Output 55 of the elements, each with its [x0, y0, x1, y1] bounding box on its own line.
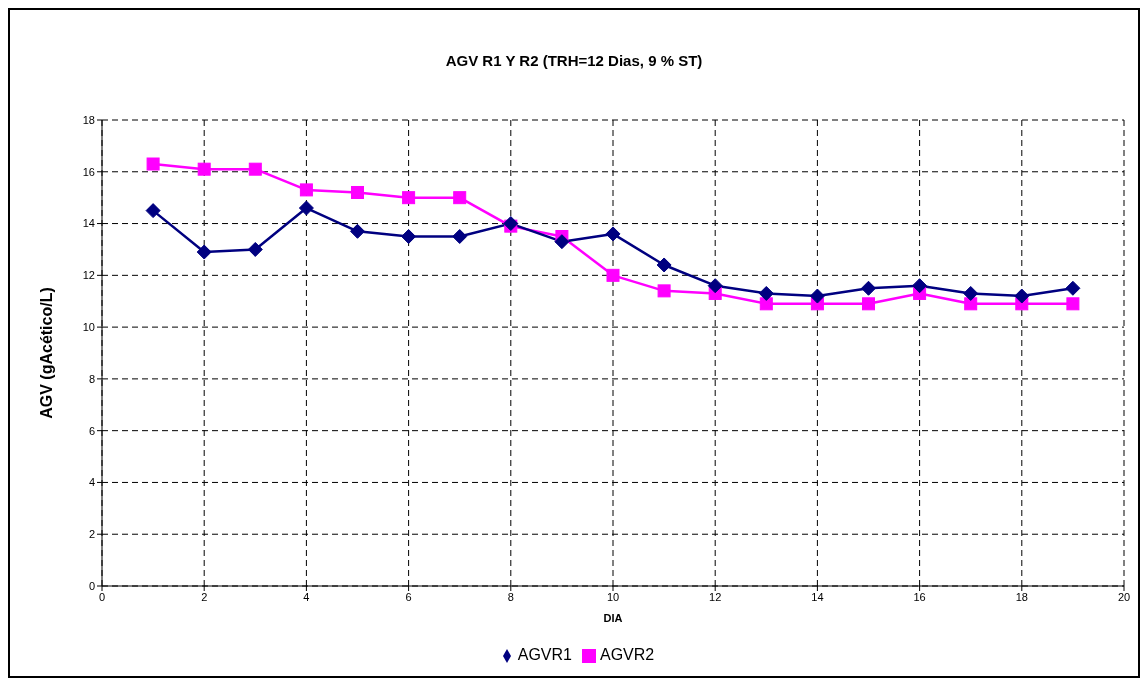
legend-label: AGVR1 — [517, 646, 572, 663]
point — [963, 285, 979, 301]
y-axis-title: AGV (gAcético/L) — [37, 287, 55, 419]
y-tick-label: 6 — [88, 424, 95, 437]
point — [452, 229, 468, 244]
y-tick-label: 4 — [88, 476, 95, 489]
y-tick-label: 8 — [88, 372, 95, 385]
y-tick-label: 16 — [82, 165, 95, 178]
point — [350, 223, 365, 239]
point — [861, 280, 876, 296]
y-tick-label: 0 — [88, 579, 95, 592]
point — [912, 278, 928, 294]
point — [196, 244, 212, 260]
point — [758, 285, 774, 301]
x-tick-label: 4 — [303, 590, 310, 603]
point — [197, 162, 211, 176]
point — [606, 268, 620, 282]
y-tick-label: 18 — [82, 113, 95, 126]
point — [554, 234, 570, 250]
point — [657, 284, 671, 298]
point — [145, 203, 161, 219]
x-tick-label: 18 — [1015, 590, 1028, 603]
point — [402, 191, 416, 205]
point — [809, 288, 825, 304]
point — [707, 278, 723, 294]
point — [1065, 280, 1081, 296]
x-tick-label: 0 — [98, 590, 106, 603]
x-tick-label: 8 — [507, 590, 514, 603]
x-tick-label: 2 — [201, 590, 208, 603]
y-tick-label: 2 — [88, 528, 95, 541]
y-tick-label: 14 — [82, 217, 95, 230]
point — [453, 191, 467, 205]
x-tick-label: 20 — [1117, 590, 1131, 603]
point — [1014, 288, 1030, 304]
y-tick-label: 12 — [82, 269, 95, 282]
x-tick-label: 10 — [606, 590, 620, 603]
x-tick-label: 6 — [405, 590, 412, 603]
point — [248, 162, 262, 176]
point — [656, 257, 672, 273]
chart-title: AGV R1 Y R2 (TRH=12 Dias, 9 % ST) — [444, 52, 704, 69]
point — [247, 241, 263, 257]
point — [862, 297, 875, 311]
point — [351, 185, 364, 199]
point — [401, 229, 417, 244]
point — [146, 157, 160, 171]
point — [605, 226, 621, 242]
point — [1066, 297, 1080, 311]
y-tick-label: 10 — [82, 321, 95, 334]
point — [299, 183, 313, 197]
point — [298, 200, 314, 216]
x-tick-label: 12 — [709, 590, 722, 603]
x-tick-label: 16 — [913, 590, 926, 603]
x-axis-title: DIA — [603, 612, 623, 624]
legend-label: AGVR2 — [600, 646, 655, 663]
x-tick-label: 14 — [811, 590, 824, 603]
